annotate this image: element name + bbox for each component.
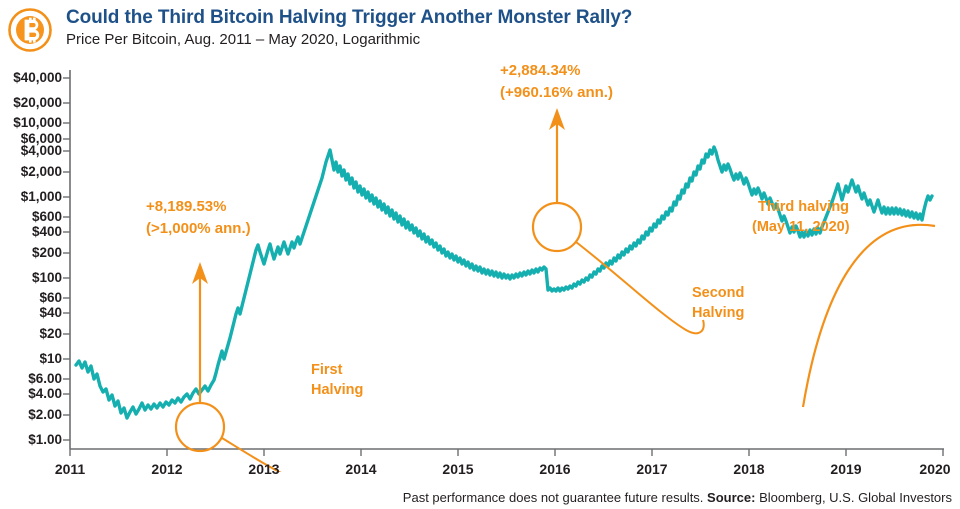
third-halving-label-line1: Third halving xyxy=(758,199,850,215)
first-gain-label-line1: +8,189.53% xyxy=(146,198,227,215)
x-tick-label: 2019 xyxy=(830,461,862,477)
y-tick-label: $60 xyxy=(39,290,62,305)
y-tick-label: $100 xyxy=(31,270,62,285)
x-tick-label: 2015 xyxy=(442,461,474,477)
first-halving-marker xyxy=(174,401,226,453)
y-tick-label: $20,000 xyxy=(13,95,62,110)
first-halving-leader xyxy=(221,437,350,472)
page-subtitle: Price Per Bitcoin, Aug. 2011 – May 2020,… xyxy=(66,31,421,48)
y-tick-label: $10,000 xyxy=(13,115,62,130)
bitcoin-icon xyxy=(6,6,54,54)
y-tick-label: $40 xyxy=(39,305,62,320)
second-gain-label-line1: +2,884.34% xyxy=(500,62,581,79)
y-tick-label: $600 xyxy=(31,209,62,224)
chart-footnote: Past performance does not guarantee futu… xyxy=(0,490,952,505)
second-gain-arrow-head xyxy=(549,108,565,130)
first-gain-label-line2: (>1,000% ann.) xyxy=(146,220,251,237)
x-tick-label: 2011 xyxy=(54,461,86,477)
source-value: Bloomberg, U.S. Global Investors xyxy=(759,490,952,505)
second-halving-label-line2: Halving xyxy=(692,305,745,321)
y-tick-label: $2,000 xyxy=(20,164,62,179)
chart-plot-area xyxy=(0,62,960,472)
page-title: Could the Third Bitcoin Halving Trigger … xyxy=(66,7,633,28)
price-line xyxy=(74,145,934,420)
chart-x-ticks xyxy=(69,449,944,456)
y-tick-label: $6.00 xyxy=(28,371,62,386)
y-tick-label: $1,000 xyxy=(20,189,62,204)
x-tick-label: 2020 xyxy=(919,461,951,477)
y-tick-label: $10 xyxy=(39,351,62,366)
annotation-graphics xyxy=(174,108,936,472)
x-tick-label: 2013 xyxy=(248,461,280,477)
chart-header: Could the Third Bitcoin Halving Trigger … xyxy=(0,0,960,62)
first-halving-label-line2: Halving xyxy=(311,382,364,398)
y-tick-label: $1.00 xyxy=(28,432,62,447)
x-tick-label: 2017 xyxy=(636,461,668,477)
y-tick-label: $20 xyxy=(39,326,62,341)
y-tick-label: $40,000 xyxy=(13,70,62,85)
second-halving-label-line1: Second xyxy=(692,285,745,301)
second-halving-leader xyxy=(575,241,705,335)
y-tick-label: $4.00 xyxy=(28,386,62,401)
x-tick-label: 2012 xyxy=(151,461,183,477)
y-tick-label: $6,000 xyxy=(20,131,62,146)
third-halving-label-line2: (May 11, 2020) xyxy=(752,219,850,235)
y-tick-label: $200 xyxy=(31,245,62,260)
y-tick-label: $2.00 xyxy=(28,407,62,422)
x-tick-label: 2018 xyxy=(733,461,765,477)
first-gain-arrow-head xyxy=(192,262,208,284)
x-tick-label: 2016 xyxy=(539,461,571,477)
y-tick-label: $4,000 xyxy=(20,143,62,158)
second-halving-marker xyxy=(531,201,583,253)
chart-axes xyxy=(69,70,944,450)
disclaimer-text: Past performance does not guarantee futu… xyxy=(402,490,704,505)
third-halving-arc xyxy=(801,223,936,408)
first-halving-label-line1: First xyxy=(311,362,343,378)
source-label: Source: xyxy=(707,490,756,505)
y-tick-label: $400 xyxy=(31,224,62,239)
x-tick-label: 2014 xyxy=(345,461,377,477)
chart-y-ticks xyxy=(63,77,70,441)
second-gain-label-line2: (+960.16% ann.) xyxy=(500,84,613,101)
